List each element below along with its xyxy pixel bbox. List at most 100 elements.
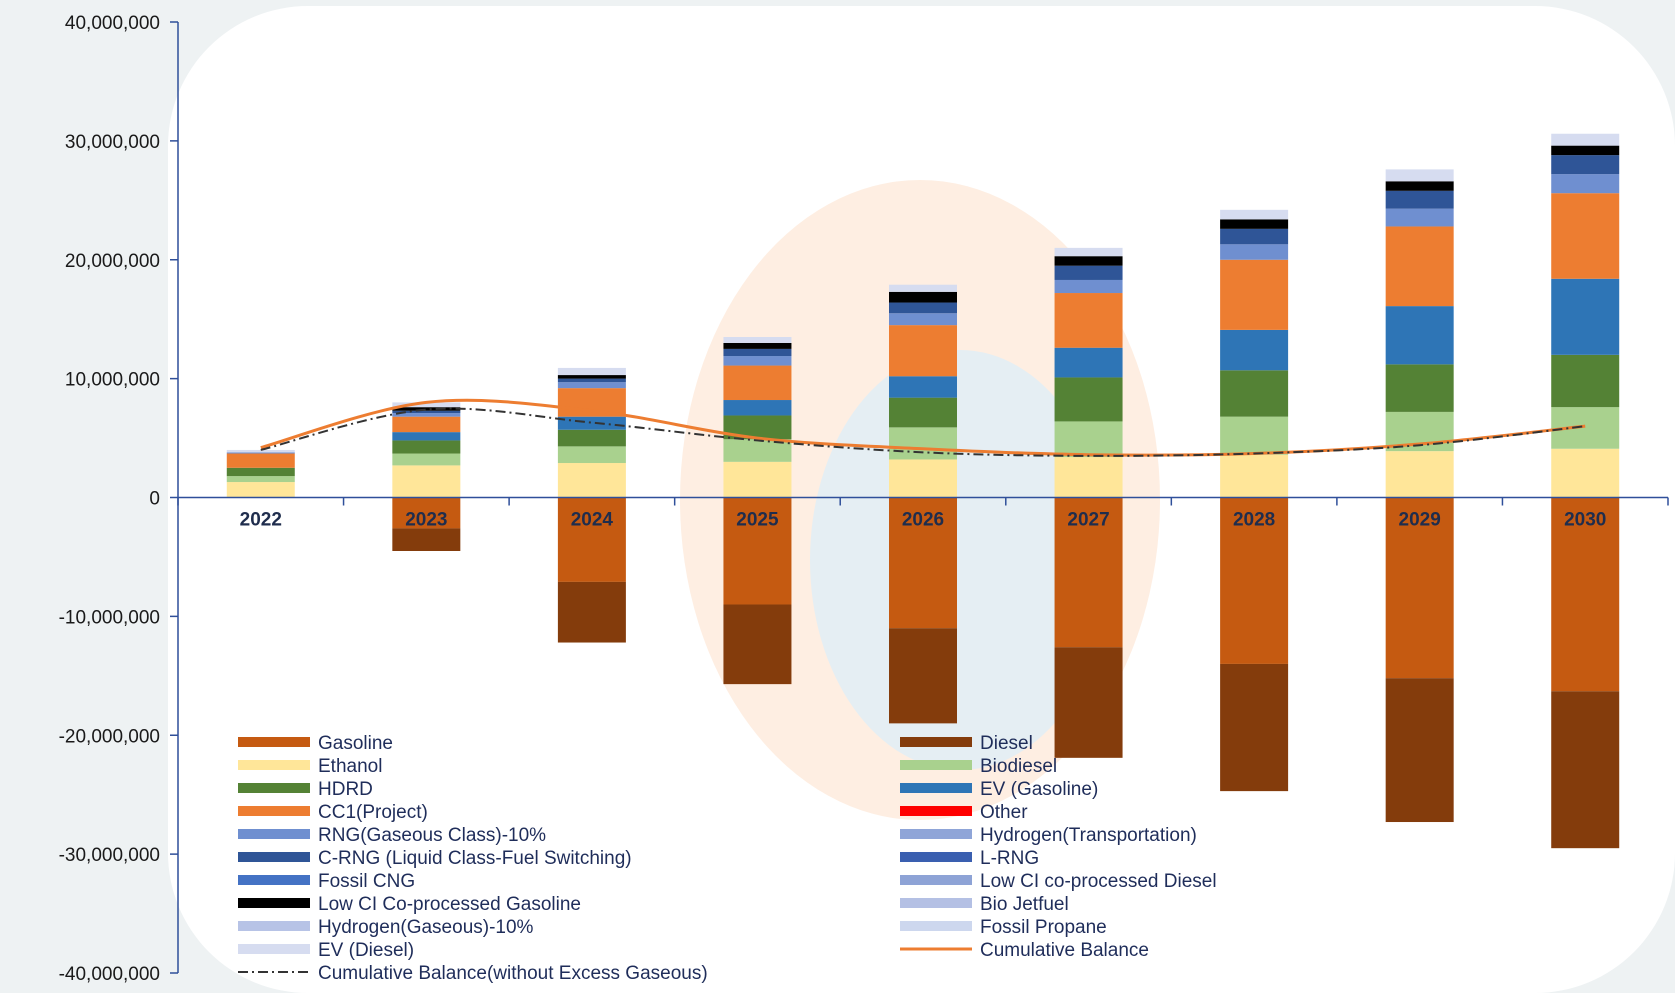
legend-label: Bio Jetfuel — [980, 894, 1069, 915]
bar-segment — [1385, 306, 1454, 365]
bar-segment — [1385, 497, 1454, 679]
legend-swatch — [900, 852, 972, 862]
legend-item: RNG(Gaseous Class)-10% — [238, 825, 546, 846]
bar-segment — [1054, 279, 1123, 294]
legend-item: Biodiesel — [900, 756, 1057, 777]
legend-label: Gasoline — [318, 733, 393, 754]
bar-segment — [557, 446, 626, 464]
bar-segment — [1551, 174, 1620, 194]
legend-label: Other — [980, 802, 1028, 823]
x-tick-label: 2027 — [1067, 510, 1109, 531]
legend-label: L-RNG — [980, 848, 1039, 869]
legend-item: Low CI Co-processed Gasoline — [238, 894, 581, 915]
bar-segment — [557, 367, 626, 376]
legend-item: L-RNG — [900, 848, 1039, 869]
bar-segment — [1054, 265, 1123, 280]
legend-swatch — [238, 898, 310, 908]
legend-swatch — [238, 760, 310, 770]
bar-segment — [1220, 416, 1289, 455]
bar-segment — [1220, 209, 1289, 220]
bar-segment — [723, 337, 792, 343]
legend-label: Hydrogen(Gaseous)-10% — [318, 917, 534, 938]
bar-segment — [1220, 228, 1289, 245]
bar-segment — [392, 416, 461, 433]
legend-swatch — [238, 944, 310, 954]
legend-label: EV (Diesel) — [318, 940, 414, 961]
legend-label: Diesel — [980, 733, 1033, 754]
bar-segment — [557, 416, 626, 430]
legend-item: Cumulative Balance — [900, 940, 1149, 961]
bar-segment — [392, 465, 461, 498]
bar-segment — [1385, 190, 1454, 209]
bar-segment — [226, 476, 295, 483]
bar-segment — [1385, 226, 1454, 307]
bar-segment — [1054, 293, 1123, 348]
bar-segment — [392, 402, 461, 408]
legend-swatch — [238, 783, 310, 793]
x-tick-label: 2028 — [1233, 510, 1275, 531]
bar-segment — [1385, 451, 1454, 498]
cumulative-balance-line — [260, 398, 1586, 457]
bar-segment — [557, 581, 626, 643]
bar-segment — [392, 432, 461, 441]
bar-segment — [1551, 133, 1620, 146]
bar-segment — [226, 449, 295, 453]
y-axis: 40,000,000 30,000,000 20,000,000 10,000,000… — [59, 13, 179, 985]
legend-item: Bio Jetfuel — [900, 894, 1069, 915]
bar-segment — [889, 302, 957, 314]
legend-swatch — [900, 829, 972, 839]
bar-segment — [723, 365, 792, 401]
bar-segment — [392, 528, 461, 551]
bar-segment — [392, 497, 461, 529]
legend-item: Fossil CNG — [238, 871, 415, 892]
bar-segment — [723, 439, 792, 462]
x-axis: 2022 2023 2024 2025 2026 2027 2028 2029 2030 — [177, 496, 1669, 531]
bar-segment — [889, 376, 957, 398]
bar-segment — [557, 382, 626, 389]
legend-item: Fossil Propane — [900, 917, 1107, 938]
bar-segment — [889, 325, 957, 377]
legend-label: Fossil Propane — [980, 917, 1107, 938]
y-tick-label: -20,000,000 — [59, 726, 160, 747]
bar-segment — [392, 407, 461, 411]
legend-label: HDRD — [318, 779, 373, 800]
bar-segment — [557, 463, 626, 498]
bar-segment — [1551, 497, 1620, 692]
bar-segment — [1220, 370, 1289, 417]
bar-segment — [1054, 497, 1123, 648]
bar-segment — [1551, 278, 1620, 355]
bar-segment — [1385, 208, 1454, 227]
legend-swatch — [900, 898, 972, 908]
bar-segment — [392, 440, 461, 454]
legend-item: Hydrogen(Gaseous)-10% — [238, 917, 534, 938]
legend-item: HDRD — [238, 779, 373, 800]
bar-segment — [1054, 421, 1123, 458]
bar-segment — [889, 284, 957, 292]
legend-item: CC1(Project) — [238, 802, 428, 823]
legend-item: EV (Gasoline) — [900, 779, 1098, 800]
y-tick-label: -30,000,000 — [59, 845, 160, 866]
legend-swatch — [238, 829, 310, 839]
bar-segment — [1220, 244, 1289, 260]
bar-segment — [889, 313, 957, 326]
legend-swatch — [900, 806, 972, 816]
y-tick-label: 10,000,000 — [65, 370, 160, 391]
legend-item: Low CI co-processed Diesel — [900, 871, 1217, 892]
legend-label: C-RNG (Liquid Class-Fuel Switching) — [318, 848, 632, 869]
bar-segment — [889, 427, 957, 460]
y-tick-label: -10,000,000 — [59, 607, 160, 628]
bar-segment — [1220, 497, 1289, 664]
x-tick-label: 2022 — [240, 510, 282, 531]
bar-segment — [723, 497, 792, 605]
bars — [226, 133, 1620, 849]
legend-item: Cumulative Balance(without Excess Gaseou… — [238, 963, 708, 984]
bar-segment — [1551, 155, 1620, 175]
bar-segment — [1054, 377, 1123, 422]
legend: GasolineEthanolHDRDCC1(Project)RNG(Gaseo… — [238, 733, 1217, 984]
legend-item: Gasoline — [238, 733, 393, 754]
bar-segment — [1220, 259, 1289, 330]
bar-segment — [889, 628, 957, 724]
bar-segment — [1054, 457, 1123, 498]
